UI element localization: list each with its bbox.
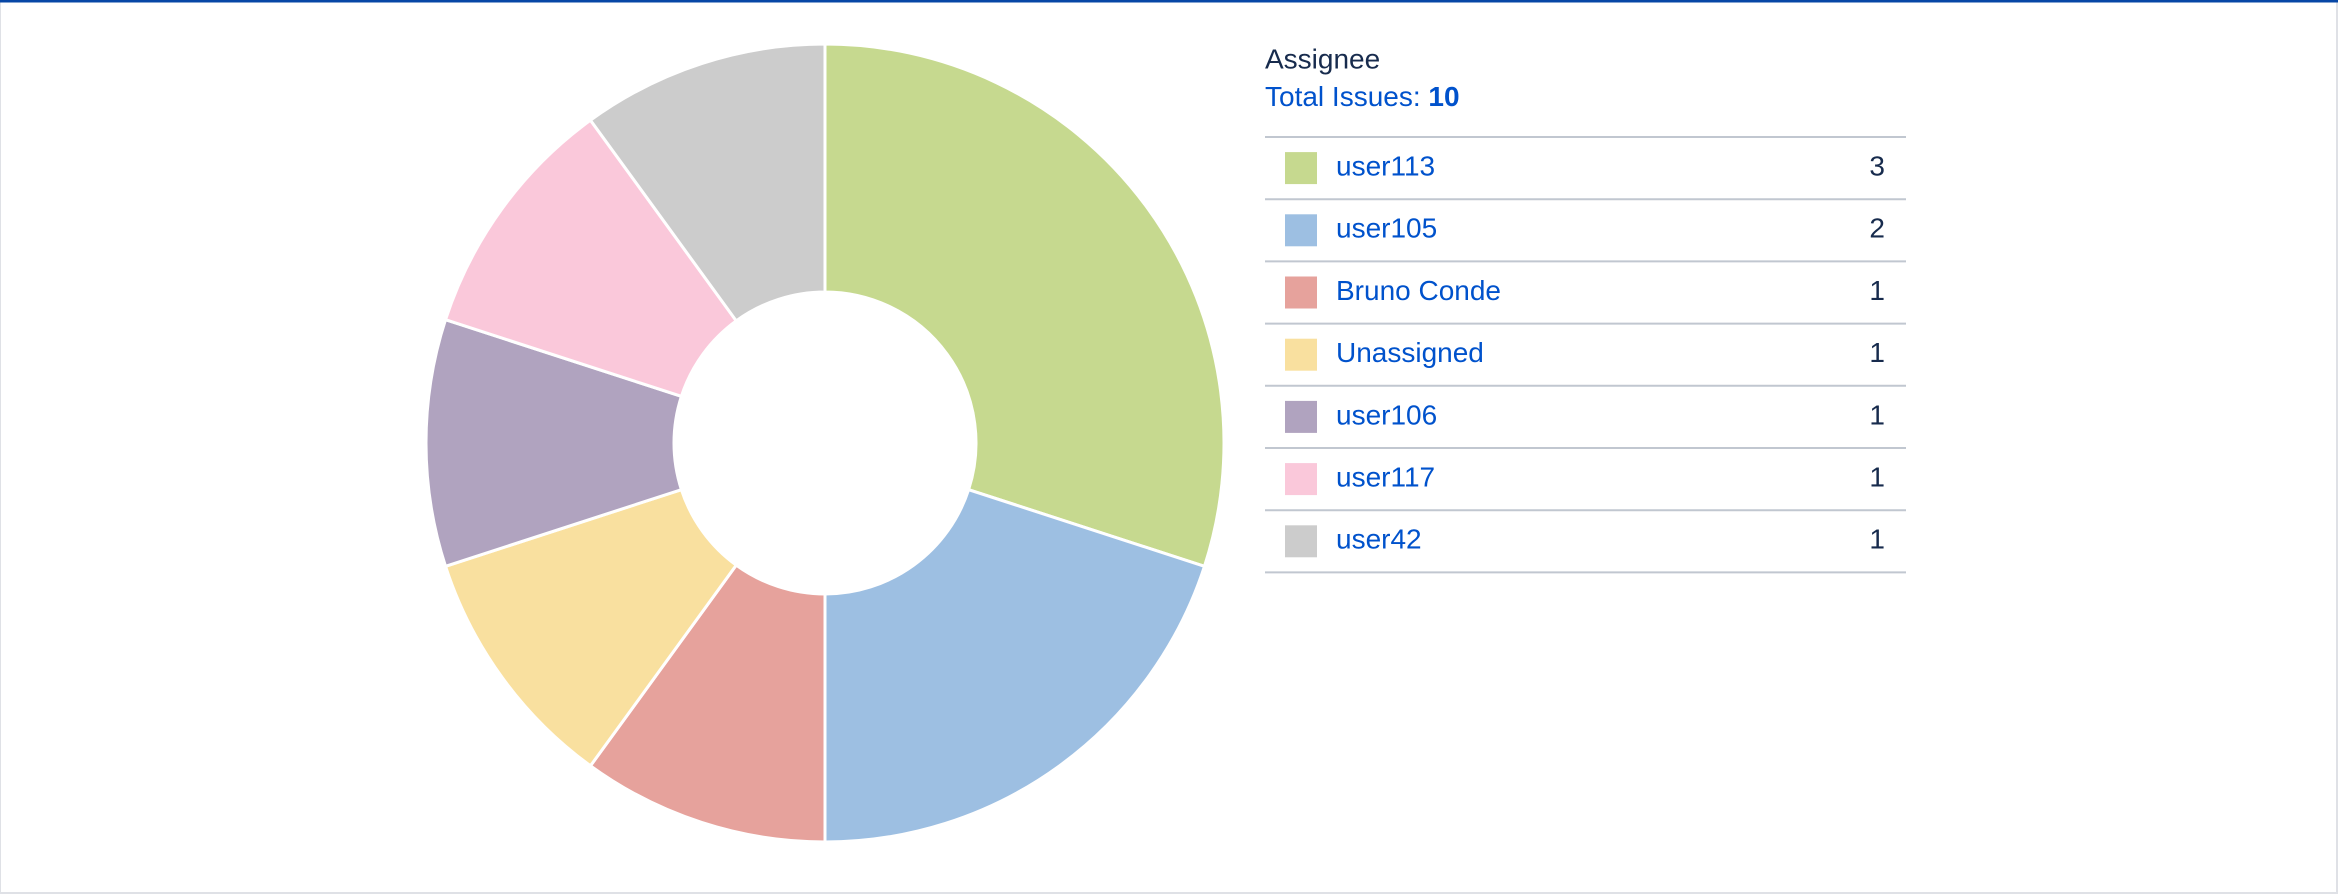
legend-label[interactable]: user42 <box>1336 524 1422 555</box>
legend-swatch <box>1285 152 1317 185</box>
total-value: 10 <box>1428 81 1459 112</box>
legend-count: 1 <box>1869 399 1885 430</box>
legend-count: 1 <box>1869 337 1885 368</box>
legend-swatch <box>1285 525 1317 558</box>
legend-label[interactable]: Unassigned <box>1336 337 1484 368</box>
legend-label[interactable]: user105 <box>1336 213 1437 244</box>
legend-count: 3 <box>1869 150 1885 181</box>
legend-swatch <box>1285 276 1317 309</box>
legend-swatch <box>1285 214 1317 247</box>
legend-label[interactable]: user113 <box>1336 150 1435 181</box>
legend-label[interactable]: user106 <box>1336 399 1437 430</box>
chart-title: Assignee <box>1265 43 1380 74</box>
legend-count: 2 <box>1869 213 1885 244</box>
total-label: Total Issues: <box>1265 81 1421 112</box>
slice <box>588 563 827 844</box>
legend-label[interactable]: Bruno Conde <box>1336 275 1501 306</box>
legend-count: 1 <box>1869 524 1885 555</box>
legend-swatch <box>1285 338 1317 371</box>
slice <box>443 118 739 399</box>
slice <box>823 42 1226 569</box>
legend-count: 1 <box>1869 275 1885 306</box>
legend-swatch <box>1285 463 1317 496</box>
slice <box>588 42 827 323</box>
legend-swatch <box>1285 400 1317 433</box>
legend-label[interactable]: user117 <box>1336 461 1435 492</box>
slice <box>443 487 739 768</box>
legend-count: 1 <box>1869 461 1885 492</box>
slice <box>823 487 1207 844</box>
slice <box>424 317 684 569</box>
total: Total Issues: 10 <box>1265 81 1460 112</box>
